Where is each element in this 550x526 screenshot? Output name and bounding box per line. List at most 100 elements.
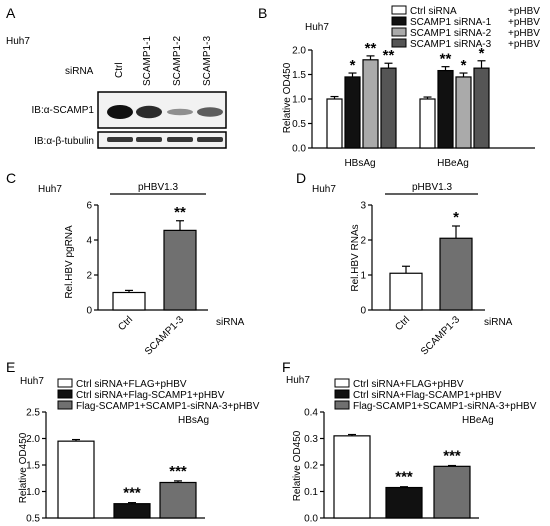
legend-swatch xyxy=(391,5,407,15)
bar xyxy=(362,59,379,149)
tubulin-bands xyxy=(107,137,223,142)
x-category-label: Ctrl xyxy=(116,314,135,333)
panel-d-xlabel: siRNA xyxy=(484,317,513,328)
panel-e-ylabel: Relative OD450 xyxy=(18,432,29,503)
y-tick-label: 1 xyxy=(360,271,366,282)
legend-entry: Flag-SCAMP1+SCAMP1-siRNA-3+pHBV xyxy=(353,401,537,412)
panel-f-label: F xyxy=(282,359,291,375)
scamp1-band xyxy=(167,108,193,116)
panel-b-legend: Ctrl siRNA +pHBV SCAMP1 siRNA-1 +pHBV SCAMP1… xyxy=(391,5,540,50)
legend-entry: Ctrl siRNA+FLAG+pHBV xyxy=(353,379,464,390)
bar xyxy=(333,435,371,519)
x-category-label: Ctrl xyxy=(393,314,412,333)
bar xyxy=(112,291,146,311)
x-category-label: SCAMP1-3 xyxy=(419,314,462,357)
bar xyxy=(344,76,361,149)
legend-swatch xyxy=(57,378,73,388)
panel-b: B Huh7 Relative OD450 Ctrl siRNA +pHBV SCA… xyxy=(258,5,540,169)
panel-d-cell-line: Huh7 xyxy=(312,184,336,195)
legend-swatch xyxy=(391,16,407,26)
blot-label-tubulin: IB:α-β-tubulin xyxy=(34,136,94,147)
y-tick-label: 0.3 xyxy=(304,434,318,445)
legend-entry: Ctrl siRNA+FLAG+pHBV xyxy=(76,379,187,390)
panel-d-label: D xyxy=(296,170,306,186)
bar xyxy=(163,229,197,311)
bar xyxy=(389,272,423,311)
tubulin-band xyxy=(167,137,193,142)
legend-swatch xyxy=(391,27,407,37)
panel-d: D Huh7 pHBV1.3 Rel.HBV RNAs siRNA 0 1 2 3 Ct… xyxy=(296,170,513,357)
significance-mark: * xyxy=(461,57,467,74)
panel-d-chart: 0 1 2 3 Ctrl * SCAMP1-3 xyxy=(360,201,485,357)
panel-e-cell-line: Huh7 xyxy=(20,376,44,387)
tubulin-band xyxy=(107,137,133,142)
legend-swatch xyxy=(57,389,73,399)
lane-label: SCAMP1-1 xyxy=(142,36,153,86)
panel-a-label: A xyxy=(6,5,16,21)
y-tick-label: 3 xyxy=(360,201,366,212)
significance-mark: * xyxy=(453,209,459,226)
legend-suffix: +pHBV xyxy=(508,28,540,39)
y-tick-label: 2 xyxy=(360,236,366,247)
scamp1-band xyxy=(197,107,223,117)
y-tick-label: 1.5 xyxy=(26,461,40,472)
legend-swatch xyxy=(391,38,407,48)
panel-c: C Huh7 pHBV1.3 Rel.HBV pgRNA siRNA 0 2 4 6 C… xyxy=(6,170,245,357)
significance-mark: ** xyxy=(174,204,186,221)
y-tick-label: 6 xyxy=(86,201,92,212)
panel-c-chart: 0 2 4 6 Ctrl ** SCAMP1-3 xyxy=(86,201,208,357)
legend-entry: SCAMP1 siRNA-1 xyxy=(410,17,492,28)
legend-suffix: +pHBV xyxy=(508,39,540,50)
y-tick-label: 2.5 xyxy=(26,408,40,419)
y-tick-label: 1.0 xyxy=(26,487,40,498)
bar xyxy=(419,98,436,149)
bar xyxy=(455,76,472,149)
legend-entry: Flag-SCAMP1+SCAMP1-siRNA-3+pHBV xyxy=(76,401,260,412)
y-tick-label: 2.0 xyxy=(292,46,306,57)
panel-b-ylabel: Relative OD450 xyxy=(282,62,293,133)
y-tick-label: 0.5 xyxy=(26,514,40,525)
y-tick-label: 0.2 xyxy=(304,461,318,472)
x-category-label: HBsAg xyxy=(344,158,375,169)
y-tick-label: 0.0 xyxy=(304,514,318,525)
panel-c-group-label: pHBV1.3 xyxy=(138,182,178,193)
legend-entry: Ctrl siRNA+Flag-SCAMP1+pHBV xyxy=(76,390,225,401)
lane-label: SCAMP1-2 xyxy=(172,36,183,86)
bar xyxy=(326,98,343,149)
panel-f-cell-line: Huh7 xyxy=(286,375,310,386)
bar xyxy=(113,503,151,519)
legend-entry: Ctrl siRNA+Flag-SCAMP1+pHBV xyxy=(353,390,502,401)
panel-f-title: HBeAg xyxy=(462,415,494,426)
panel-c-xlabel: siRNA xyxy=(216,317,245,328)
y-tick-label: 0.4 xyxy=(304,408,318,419)
significance-mark: ** xyxy=(365,40,377,57)
panel-e-chart: 0.5 1.0 1.5 2.0 2.5 *** *** xyxy=(26,408,205,525)
y-tick-label: 1.5 xyxy=(292,70,306,81)
legend-entry: Ctrl siRNA xyxy=(410,6,457,17)
panel-e-title: HBsAg xyxy=(178,415,209,426)
bar xyxy=(437,69,454,149)
bar xyxy=(433,465,471,519)
y-tick-label: 0 xyxy=(86,306,92,317)
y-tick-label: 2 xyxy=(86,271,92,282)
bar xyxy=(57,440,95,519)
blot-label-scamp1: IB:α-SCAMP1 xyxy=(32,105,95,116)
panel-e-label: E xyxy=(6,359,15,375)
significance-mark: * xyxy=(350,57,356,74)
legend-swatch xyxy=(334,389,350,399)
bar xyxy=(159,481,197,519)
tubulin-band xyxy=(197,137,223,142)
y-tick-label: 0.5 xyxy=(292,119,306,130)
legend-entry: SCAMP1 siRNA-2 xyxy=(410,28,492,39)
significance-mark: *** xyxy=(169,463,187,480)
bar xyxy=(385,486,423,519)
panel-a-row-label: siRNA xyxy=(65,66,94,77)
scamp1-band xyxy=(136,105,162,119)
significance-mark: *** xyxy=(443,448,461,465)
y-tick-label: 0.0 xyxy=(292,144,306,155)
panel-d-group-label: pHBV1.3 xyxy=(412,182,452,193)
significance-mark: ** xyxy=(440,51,452,68)
panel-c-cell-line: Huh7 xyxy=(38,184,62,195)
lane-label: SCAMP1-3 xyxy=(202,36,213,86)
